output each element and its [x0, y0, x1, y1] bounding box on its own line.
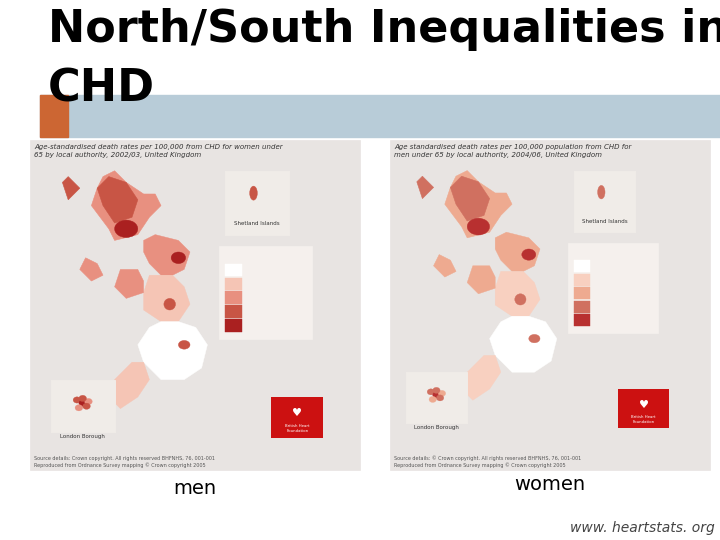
Polygon shape	[417, 176, 433, 199]
Bar	[225, 319, 242, 332]
Text: Age-standardised death rates per 100,000 from CHD for women under
65 by local au: Age-standardised death rates per 100,000…	[34, 144, 283, 158]
Text: North/South Inequalities in: North/South Inequalities in	[48, 8, 720, 51]
Polygon shape	[114, 269, 143, 299]
Polygon shape	[97, 177, 138, 223]
Ellipse shape	[250, 186, 257, 200]
Polygon shape	[143, 234, 190, 275]
Polygon shape	[462, 355, 501, 400]
Bar	[40, 95, 68, 137]
Polygon shape	[109, 362, 150, 409]
Bar	[618, 389, 669, 428]
Polygon shape	[451, 176, 490, 221]
Bar	[51, 380, 114, 432]
Polygon shape	[143, 275, 190, 322]
Ellipse shape	[79, 395, 86, 402]
Text: ♥: ♥	[292, 408, 302, 418]
Ellipse shape	[433, 387, 440, 393]
Bar	[225, 264, 242, 276]
Ellipse shape	[179, 340, 190, 349]
Bar	[225, 171, 289, 234]
Bar	[568, 244, 657, 333]
Text: Age standardised death rates per 100,000 population from CHD for
men under 65 by: Age standardised death rates per 100,000…	[394, 144, 631, 158]
Text: women: women	[514, 476, 585, 495]
Polygon shape	[433, 254, 456, 277]
Text: Source details: © Crown copyright. All rights reserved BHFNHS, 76, 001-001
Repro: Source details: © Crown copyright. All r…	[394, 455, 581, 468]
Ellipse shape	[433, 392, 440, 398]
Polygon shape	[138, 322, 207, 380]
Text: CHD: CHD	[48, 68, 155, 111]
Bar	[574, 274, 590, 286]
Ellipse shape	[438, 390, 446, 396]
Ellipse shape	[164, 299, 176, 310]
Text: London Borough: London Borough	[60, 434, 105, 439]
Ellipse shape	[83, 403, 90, 409]
Polygon shape	[467, 266, 495, 294]
Bar	[225, 292, 242, 304]
Bar	[225, 278, 242, 290]
Bar	[40, 95, 720, 137]
Polygon shape	[91, 171, 161, 240]
Ellipse shape	[79, 400, 86, 406]
Bar	[574, 301, 590, 313]
Polygon shape	[445, 171, 512, 238]
Bar	[225, 305, 242, 318]
Ellipse shape	[427, 389, 435, 395]
Polygon shape	[495, 272, 540, 316]
Bar	[390, 140, 710, 470]
Ellipse shape	[436, 395, 444, 401]
Ellipse shape	[522, 249, 536, 260]
Ellipse shape	[515, 294, 526, 305]
Text: London Borough: London Borough	[414, 424, 459, 430]
Polygon shape	[63, 177, 80, 200]
Ellipse shape	[598, 185, 605, 199]
Bar	[219, 246, 312, 339]
Polygon shape	[495, 232, 540, 272]
Ellipse shape	[75, 404, 83, 411]
Bar	[271, 397, 323, 437]
Bar	[574, 314, 590, 326]
Ellipse shape	[528, 334, 540, 343]
Ellipse shape	[73, 397, 81, 403]
Polygon shape	[80, 258, 103, 281]
Ellipse shape	[467, 218, 490, 235]
Bar	[574, 287, 590, 299]
Ellipse shape	[85, 399, 92, 404]
Ellipse shape	[171, 252, 186, 264]
Bar	[574, 260, 590, 272]
Ellipse shape	[114, 220, 138, 238]
Bar	[405, 372, 467, 423]
Text: Source details: Crown copyright. All rights reserved BHFNHS, 76, 001-001
Reprodu: Source details: Crown copyright. All rig…	[34, 456, 215, 468]
Text: British Heart
Foundation: British Heart Foundation	[631, 415, 656, 424]
Text: men: men	[174, 478, 217, 497]
Text: ♥: ♥	[639, 400, 649, 410]
Text: www. heartstats. org: www. heartstats. org	[570, 521, 715, 535]
Text: Shetland Islands: Shetland Islands	[234, 221, 279, 226]
Bar	[574, 171, 635, 232]
Text: Shetland Islands: Shetland Islands	[582, 219, 627, 224]
Ellipse shape	[429, 396, 436, 402]
Bar	[30, 140, 360, 470]
Text: British Heart
Foundation: British Heart Foundation	[285, 424, 310, 433]
Polygon shape	[490, 316, 557, 372]
